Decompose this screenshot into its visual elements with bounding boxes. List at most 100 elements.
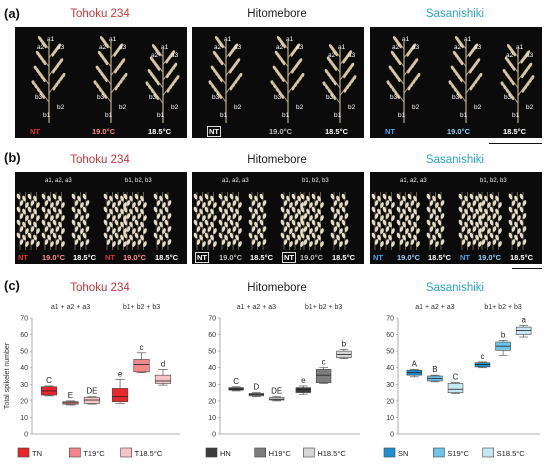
spikelet-grain [399,239,404,245]
spikelet-grain [382,232,387,239]
y-tick-label: 40 [208,365,216,372]
spikelet-grain [458,206,463,213]
spikelet-grain [300,202,304,208]
spikelet-grain [176,75,180,80]
spikelet-grain [300,206,305,213]
significance-letter: C [233,377,239,386]
spikelet-grain [426,193,431,200]
spikelet-grain [120,195,124,202]
spikelet-grain [380,228,384,234]
spikelet-grain [159,195,163,202]
spikelet-grain [44,213,49,219]
spikelet-grain [25,241,29,247]
branch-mark: b3 [390,94,398,101]
panicle-branch [271,79,289,103]
spikelet-grain [508,92,512,97]
spikelet-grain [254,195,258,202]
spikelet-grain [457,74,461,80]
spikelet-grain [402,221,406,228]
spikelet-grain [274,68,278,74]
branch-mark: b1 [512,112,520,119]
spikelet-grain [437,232,442,239]
spikelet-grain [193,206,198,213]
spikelet-grain [50,202,54,208]
spikelet-grain [314,200,319,206]
significance-letter: b [342,339,347,348]
primary-branch-header: a1, a2, a3 [400,178,427,184]
spikelet-grain [429,213,434,219]
spikelet-grain [374,239,379,245]
spikelet-grain [33,208,37,215]
branch-photo-b-2: a1, a2, a3 b1, b2, b3 NT 19.0°C 18.5°C N… [192,172,364,264]
spikelet-grain [320,215,324,221]
spikelet-grain [329,75,333,80]
photo-label: 18.5°C [510,253,534,262]
spikelet-grain [123,193,128,200]
spikelet-grain [232,239,237,245]
spikelet-grain [314,239,319,245]
branch-mark: b1 [460,112,468,119]
spikelet-grain [440,200,445,206]
spikelet-grain [41,94,45,99]
spikelet-grain [306,195,310,202]
spikelet-grain [511,80,515,86]
spikelet-grain [301,73,305,78]
spikelet-grain [61,228,65,234]
branch-mark: b3 [149,94,157,101]
branch-mark: b1 [43,112,51,119]
spikelet-grain [517,241,521,247]
spikelet-grain [218,193,223,200]
spikelet-grain [33,221,37,228]
spikelet-grain [380,202,384,208]
spikelet-grain [74,200,79,206]
spikelet-grain [519,232,524,239]
spikelet-grain [351,62,355,68]
branch-mark: b3 [35,94,43,101]
spikelet-grain [212,68,216,74]
photo-label: 19.0°C [478,253,502,262]
spikelet-grain [528,78,532,84]
spikelet-grain [426,232,431,239]
branch-mark: a2 [99,44,107,51]
spikelet-grain [257,202,261,208]
spikelet-grain [117,82,121,88]
spikelet-grain [377,195,381,202]
spikelet-grain [314,226,319,232]
group-label: a1 + a2 + a3 [415,304,454,311]
spikelet-grain [162,228,166,234]
spikelet-grain [511,239,516,245]
spikelet-grain [458,193,463,200]
spikelet-grain [343,88,347,93]
spikelet-grain [85,200,90,206]
spikelet-grain [504,72,508,77]
spikelet-grain [415,58,419,63]
spikelet-grain [213,202,217,208]
spikelet-grain [248,206,253,213]
spikelet-grain [326,56,330,62]
photo-label: 18.5°C [332,253,356,262]
spikelet-grain [52,206,57,213]
y-tick-label: 70 [386,316,394,323]
spikelet-grain [204,193,209,200]
spikelet-grain [396,219,401,226]
spikelet-grain [80,202,84,208]
y-tick-label: 60 [208,332,216,339]
spikelet-grain [152,75,156,80]
spikelet-grain [96,83,100,89]
spikelet-grain [109,195,113,202]
spikelet-grain [475,208,479,215]
branch-mark: a1 [464,36,472,43]
spikelet-grain [149,56,153,62]
spikelet-grain [385,226,390,232]
y-tick-label: 60 [386,332,394,339]
spikelet-grain [126,239,131,245]
chart-title-2: Hitomebore [247,282,307,294]
legend-swatch [433,447,445,458]
spikelet-grain [385,200,390,206]
legend-swatch [120,447,132,458]
box [269,397,285,401]
spikelet-grain [405,202,409,208]
spikelet-grain [229,85,233,91]
spikelet-grain [210,195,214,202]
spikelet-grain [320,202,324,208]
